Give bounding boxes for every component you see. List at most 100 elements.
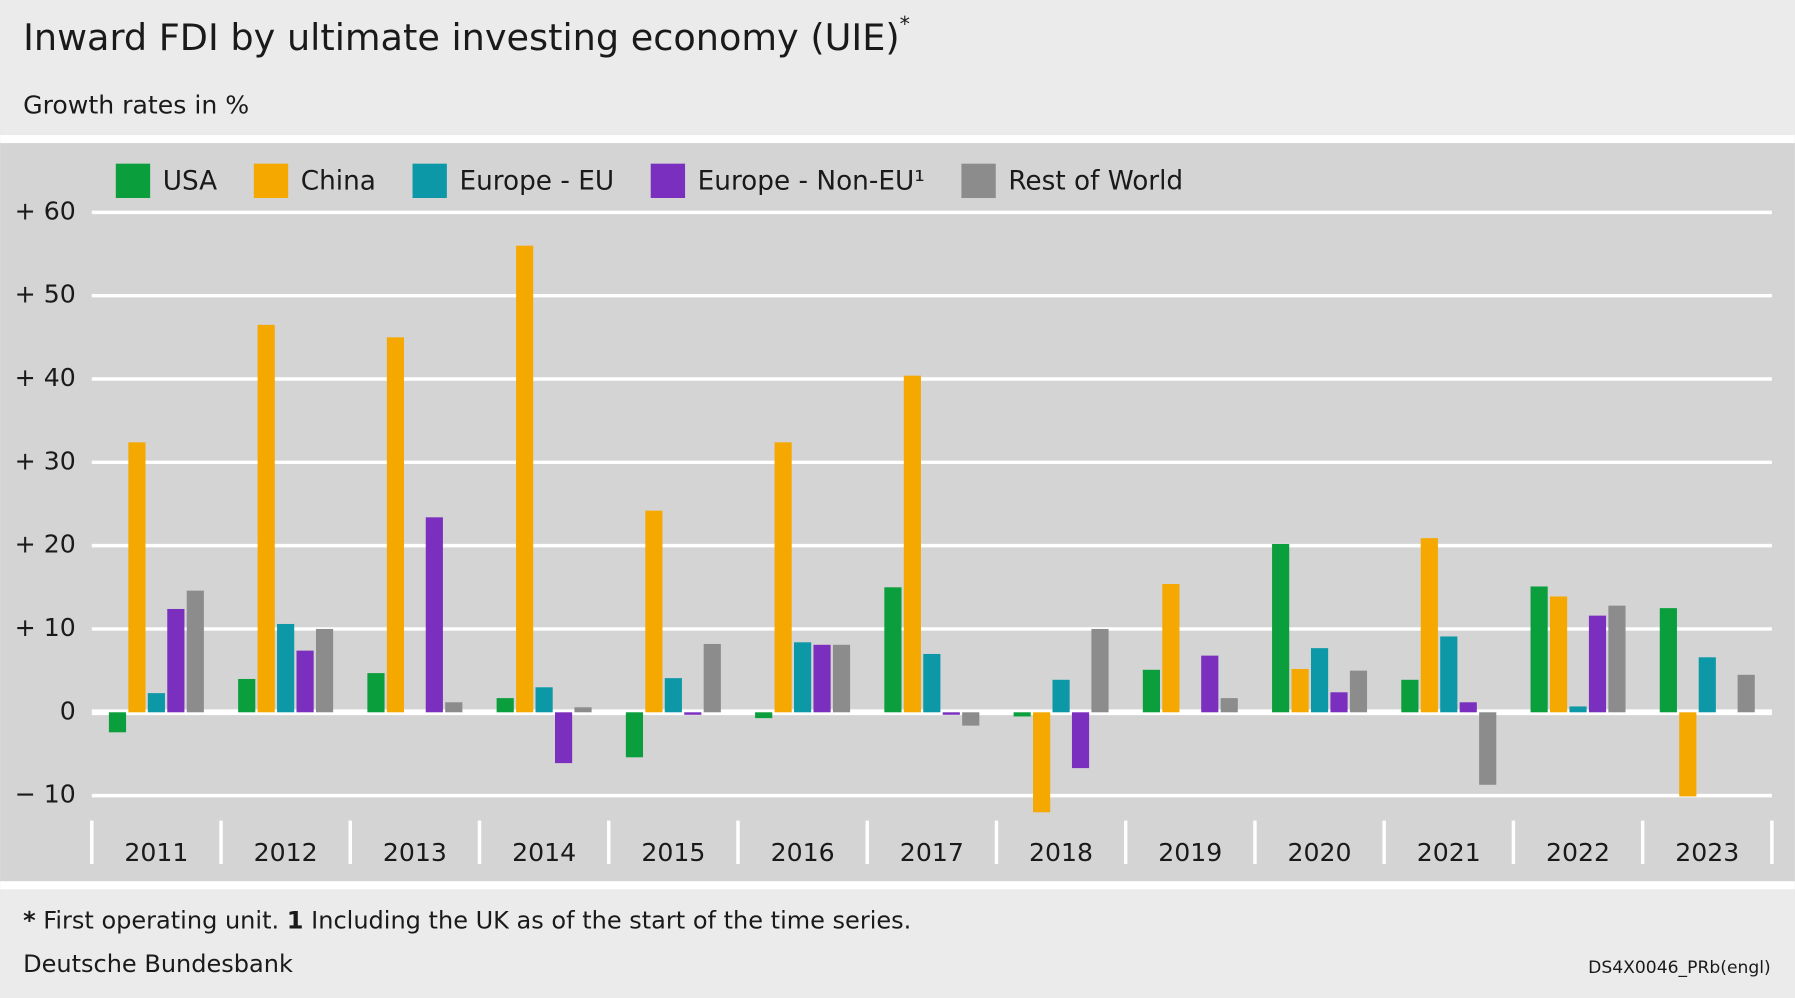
- bar: [794, 642, 812, 713]
- x-tick-label: 2021: [1417, 838, 1481, 867]
- bar: [884, 587, 902, 713]
- bar: [813, 644, 831, 713]
- bar: [128, 442, 146, 713]
- bar: [1401, 679, 1419, 713]
- x-tick-label: 2011: [124, 838, 188, 867]
- chart-title: Inward FDI by ultimate investing economy…: [23, 12, 910, 58]
- divider: [0, 881, 1795, 890]
- bar: [1479, 712, 1497, 785]
- bar: [1071, 712, 1090, 769]
- bar: [1091, 628, 1109, 713]
- bar: [277, 623, 295, 713]
- title-mark: *: [900, 12, 910, 36]
- legend-label: Europe - EU: [459, 166, 614, 196]
- bar: [296, 650, 314, 713]
- x-tick-label: 2012: [254, 838, 318, 867]
- bar: [386, 337, 405, 713]
- bar: [923, 653, 941, 713]
- legend-label: Rest of World: [1008, 166, 1183, 196]
- bar: [147, 693, 165, 713]
- bar: [1420, 538, 1438, 713]
- bar: [684, 712, 702, 715]
- bar: [755, 712, 773, 719]
- bar: [1459, 702, 1477, 713]
- bar: [1530, 586, 1548, 713]
- bar: [1033, 712, 1051, 813]
- bar: [1569, 706, 1587, 713]
- bar: [238, 678, 256, 713]
- y-tick-label: + 20: [15, 530, 76, 559]
- bar: [1330, 692, 1348, 713]
- bar: [496, 698, 514, 713]
- bar: [1588, 615, 1607, 713]
- y-tick-label: + 60: [15, 196, 76, 225]
- bar: [703, 643, 721, 713]
- x-tick-label: 2020: [1288, 838, 1352, 867]
- legend-swatch: [115, 163, 151, 198]
- bar: [445, 702, 463, 713]
- y-tick-label: + 30: [15, 446, 76, 475]
- bar: [186, 590, 204, 713]
- legend-swatch: [412, 163, 447, 198]
- bar: [516, 245, 534, 713]
- x-tick-label: 2014: [512, 838, 576, 867]
- footnote-text: Including the UK as of the start of the …: [311, 906, 911, 934]
- bar: [367, 673, 385, 713]
- legend-label: USA: [163, 166, 217, 196]
- x-tick-label: 2019: [1158, 838, 1222, 867]
- bar: [535, 687, 553, 713]
- bar: [1142, 669, 1160, 713]
- bar: [645, 510, 663, 713]
- bar: [1310, 648, 1329, 713]
- footnote-mark: *: [23, 906, 36, 934]
- divider: [0, 135, 1795, 144]
- bar: [903, 375, 921, 713]
- bar: [1608, 605, 1626, 713]
- bar: [1698, 657, 1716, 713]
- subtitle: Growth rates in %: [23, 90, 249, 119]
- bar: [1679, 712, 1697, 797]
- bar: [1201, 655, 1219, 713]
- y-tick-label: + 50: [15, 280, 76, 309]
- legend-swatch: [253, 163, 289, 198]
- legend-label: China: [301, 166, 376, 196]
- x-tick-label: 2022: [1546, 838, 1610, 867]
- bar: [1349, 670, 1368, 713]
- footnote: * First operating unit. 1 Including the …: [23, 906, 911, 934]
- bar: [664, 678, 682, 713]
- legend-swatch: [961, 163, 996, 198]
- bar: [167, 608, 185, 713]
- legend-label: Europe - Non-EU¹: [698, 166, 925, 196]
- bar: [315, 628, 334, 713]
- footnote-text: First operating unit.: [43, 906, 279, 934]
- bar: [1052, 679, 1070, 713]
- y-tick-label: + 40: [15, 363, 76, 392]
- x-tick-label: 2023: [1675, 838, 1739, 867]
- bar: [554, 712, 573, 764]
- bar: [942, 712, 960, 715]
- bar: [1220, 698, 1238, 713]
- chart-code: DS4X0046_PRb(engl): [1588, 958, 1771, 978]
- bar: [1013, 712, 1031, 717]
- x-tick-label: 2016: [771, 838, 835, 867]
- bar: [1272, 543, 1290, 713]
- footnote-mark: 1: [287, 906, 304, 934]
- bar: [1737, 674, 1755, 713]
- x-tick-label: 2017: [900, 838, 964, 867]
- bar: [425, 517, 443, 713]
- y-tick-label: 0: [60, 696, 76, 725]
- y-tick-label: + 10: [15, 613, 76, 642]
- bar: [574, 707, 592, 713]
- bar: [1440, 636, 1458, 713]
- source: Deutsche Bundesbank: [23, 950, 293, 978]
- bar: [962, 712, 980, 726]
- bar: [832, 644, 851, 713]
- bar: [1659, 608, 1677, 713]
- x-tick-label: 2015: [641, 838, 705, 867]
- bar: [774, 442, 792, 713]
- bar: [1162, 583, 1180, 713]
- bar: [108, 712, 127, 733]
- bar: [1549, 596, 1568, 713]
